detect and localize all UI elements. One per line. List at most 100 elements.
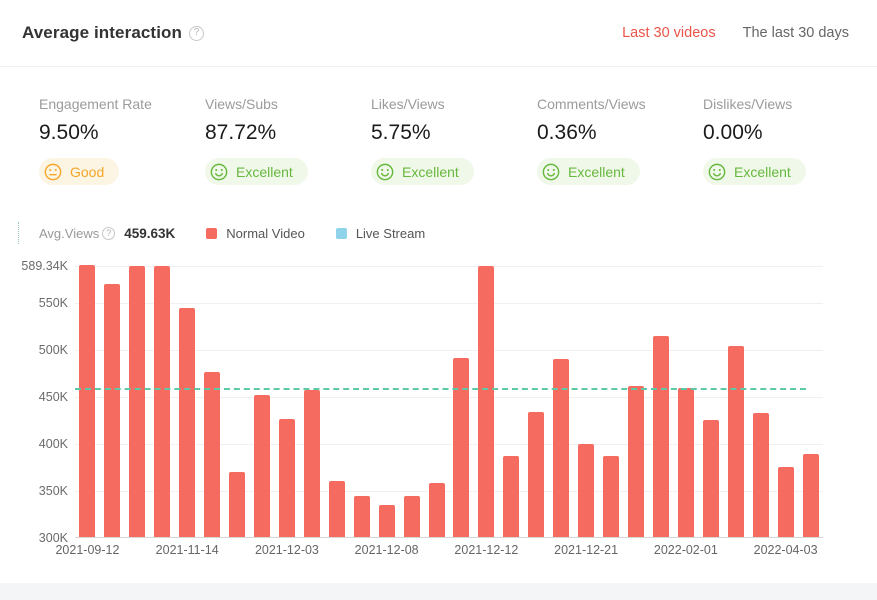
metric-label: Engagement Rate	[39, 96, 152, 112]
rating-badge: Excellent	[703, 158, 806, 185]
x-tick-label: 2022-02-01	[653, 543, 718, 557]
gridline	[75, 266, 823, 267]
bar-video-24[interactable]	[652, 335, 669, 537]
rating-text: Good	[70, 163, 105, 180]
y-tick-label: 550K	[38, 295, 68, 310]
metric-value: 0.00%	[703, 121, 763, 144]
bar-video-12[interactable]	[353, 495, 370, 537]
legend-item-live-stream[interactable]: Live Stream	[335, 226, 425, 241]
smile-face-icon	[542, 163, 560, 180]
header-tabs: Last 30 videos The last 30 days	[622, 25, 849, 41]
y-tick-label: 500K	[38, 342, 68, 357]
average-interaction-card: Average interaction ? Last 30 videos The …	[0, 0, 877, 583]
x-tick-label: 2021-09-12	[55, 543, 120, 557]
metric-likes-views: Likes/Views 5.75% Excellent	[371, 67, 537, 211]
page-title: Average interaction	[22, 23, 182, 42]
metric-label: Views/Subs	[205, 96, 278, 112]
metric-value: 5.75%	[371, 121, 431, 144]
x-tick-label: 2021-11-14	[155, 543, 219, 557]
bar-video-23[interactable]	[628, 385, 644, 537]
bar-video-5[interactable]	[179, 307, 196, 537]
rating-badge: Good	[39, 158, 120, 185]
bar-video-16[interactable]	[453, 358, 470, 537]
metric-label: Dislikes/Views	[703, 96, 793, 112]
metrics-row: Engagement Rate 9.50% Good Views/Subs 87.72%…	[0, 67, 877, 211]
legend-swatch	[206, 227, 218, 239]
bar-video-9[interactable]	[278, 418, 295, 537]
average-views-line	[75, 387, 806, 390]
rating-badge: Excellent	[537, 158, 640, 185]
bar-video-27[interactable]	[727, 346, 744, 537]
bar-video-17[interactable]	[478, 266, 495, 537]
bar-video-22[interactable]	[603, 456, 620, 537]
gridline	[75, 349, 823, 351]
rating-badge: Excellent	[205, 158, 308, 185]
rating-badge: Excellent	[371, 158, 474, 185]
bar-video-6[interactable]	[204, 371, 221, 537]
neutral-face-icon	[44, 163, 62, 180]
y-axis-labels: 589.34K 550K 500K 450K 400K 350K 300K	[0, 259, 68, 545]
y-tick-label: 589.34K	[21, 259, 68, 273]
avg-views-value: 459.63K	[124, 225, 176, 241]
x-tick-label: 2021-12-03	[254, 543, 319, 557]
metric-dislikes-views: Dislikes/Views 0.00% Excellent	[703, 67, 869, 211]
bar-video-4[interactable]	[154, 266, 171, 537]
x-tick-label: 2021-12-08	[354, 543, 419, 557]
legend-item-normal-video[interactable]: Normal Video	[206, 226, 305, 241]
smile-face-icon	[376, 163, 394, 180]
x-tick-label: 2021-12-12	[454, 543, 519, 557]
smile-face-icon	[210, 163, 228, 180]
chart-legend-row: Avg.Views ? 459.63K Normal Video Live Str…	[18, 220, 857, 246]
bar-video-2[interactable]	[104, 284, 121, 537]
bar-video-25[interactable]	[677, 388, 694, 537]
y-tick-label: 300K	[38, 531, 68, 545]
page-background-strip	[0, 583, 877, 600]
gridline	[75, 443, 823, 445]
tab-last-30-videos[interactable]: Last 30 videos	[622, 25, 716, 41]
bar-video-28[interactable]	[752, 412, 769, 537]
help-icon[interactable]: ?	[189, 25, 204, 41]
metric-label: Comments/Views	[537, 96, 646, 112]
rating-text: Excellent	[402, 163, 459, 180]
bar-video-26[interactable]	[702, 420, 719, 537]
bar-chart-plot: 2021-09-12 2021-11-14 2021-12-03 2021-12-08…	[55, 265, 823, 557]
metric-value: 87.72%	[205, 121, 277, 144]
bar-video-14[interactable]	[403, 495, 420, 537]
rating-text: Excellent	[568, 163, 625, 180]
bar-video-13[interactable]	[378, 505, 395, 537]
metric-views-subs: Views/Subs 87.72% Excellent	[205, 67, 371, 211]
bar-video-20[interactable]	[553, 359, 570, 537]
rating-text: Excellent	[734, 163, 791, 180]
y-tick-label: 450K	[38, 389, 68, 404]
x-tick-label: 2021-12-21	[554, 543, 619, 557]
rating-text: Excellent	[236, 163, 293, 180]
bar-video-1[interactable]	[79, 265, 96, 537]
avg-views-label: Avg.Views	[39, 225, 100, 241]
bar-video-11[interactable]	[328, 480, 345, 537]
bar-video-21[interactable]	[578, 443, 595, 537]
metric-engagement-rate: Engagement Rate 9.50% Good	[39, 67, 205, 211]
metric-comments-views: Comments/Views 0.36% Excellent	[537, 67, 703, 211]
metric-value: 9.50%	[39, 121, 99, 144]
y-tick-label: 400K	[38, 436, 68, 451]
y-tick-label: 350K	[38, 483, 68, 498]
avg-views-help-icon[interactable]: ?	[102, 226, 116, 240]
legend-swatch	[335, 227, 347, 239]
bar-video-29[interactable]	[777, 467, 794, 537]
bar-video-30[interactable]	[802, 454, 819, 537]
bar-video-8[interactable]	[254, 395, 270, 537]
bar-video-15[interactable]	[428, 483, 445, 537]
gridline	[75, 490, 823, 492]
bar-video-18[interactable]	[503, 456, 520, 537]
bar-video-10[interactable]	[303, 390, 320, 537]
metric-value: 0.36%	[537, 121, 597, 144]
bar-video-7[interactable]	[229, 472, 246, 537]
smile-face-icon	[708, 163, 726, 180]
tab-the-last-30-days[interactable]: The last 30 days	[742, 25, 849, 41]
gridline	[75, 302, 823, 304]
legend-items: Normal Video Live Stream	[175, 226, 425, 241]
bar-video-3[interactable]	[129, 266, 146, 537]
gridline	[75, 396, 823, 398]
legend-divider	[18, 222, 19, 244]
bar-video-19[interactable]	[528, 411, 545, 537]
